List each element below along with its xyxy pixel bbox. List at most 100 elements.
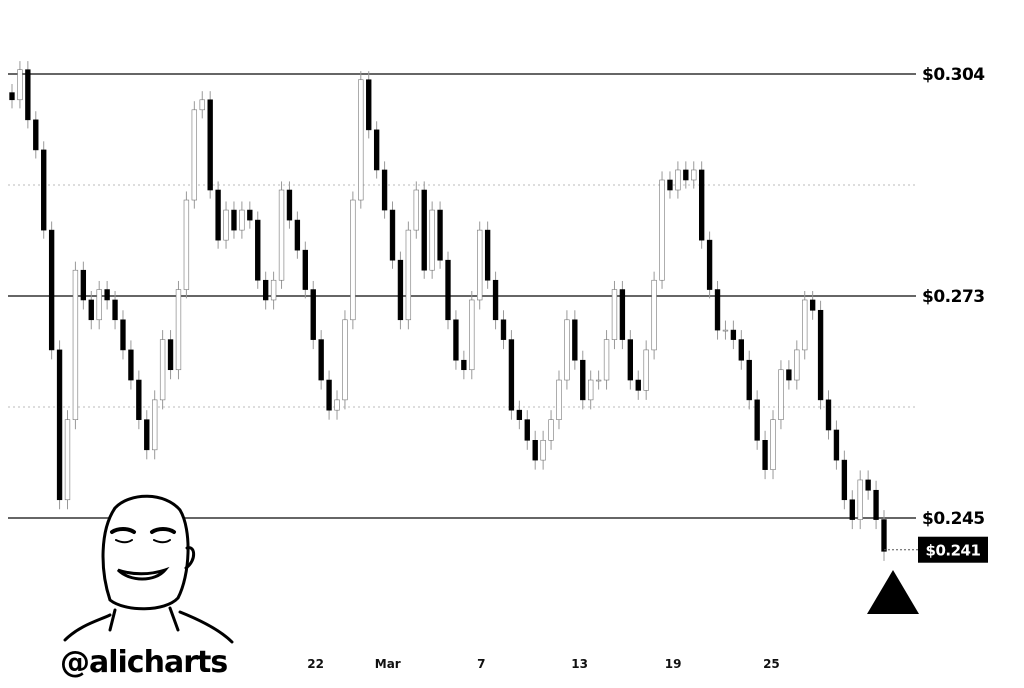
candle-body [405, 229, 412, 321]
candle-body [445, 259, 451, 321]
x-tick-label: 19 [665, 657, 682, 671]
candle-body [794, 349, 800, 381]
candle-body [302, 249, 308, 290]
candle-body [318, 339, 324, 381]
candle-body [326, 379, 332, 411]
candle-body [675, 169, 681, 191]
candle-body [770, 419, 776, 470]
candle-body [548, 419, 554, 441]
candle-body [152, 399, 158, 451]
x-tick-label: 22 [307, 657, 324, 671]
candle-body [350, 199, 356, 321]
current-price-badge [918, 536, 988, 563]
candle-body [754, 399, 760, 441]
candle-body [286, 189, 293, 221]
candle-body [802, 299, 808, 351]
candle-body [366, 79, 372, 131]
candle-body [389, 209, 396, 261]
candle-body [683, 169, 689, 181]
candle-body [247, 209, 253, 221]
candle-body [120, 319, 126, 351]
candle-body [207, 99, 213, 191]
candle-body [762, 439, 768, 470]
candle-body [809, 299, 816, 311]
candle-body [469, 299, 475, 371]
candle-body [223, 209, 229, 241]
candle-body [215, 189, 221, 241]
candle-body [572, 319, 578, 361]
candle-body [786, 369, 792, 381]
candle-body [262, 279, 269, 301]
candle-body [484, 229, 491, 281]
candle-body [17, 69, 23, 101]
candle-body [667, 179, 673, 191]
candle-body [611, 289, 618, 340]
candle-body [477, 229, 483, 301]
candle-body [437, 209, 443, 261]
candle-body [453, 319, 459, 361]
candle-body [56, 349, 63, 501]
candle-body [104, 289, 110, 301]
candle-body [540, 439, 546, 461]
level-label: $0.245 [922, 509, 985, 529]
candle-body [96, 289, 102, 321]
candle-body [651, 279, 657, 351]
candle-body [500, 319, 507, 340]
candle-body [191, 109, 198, 201]
candle-body [849, 499, 855, 520]
candle-body [643, 349, 649, 391]
candle-body [33, 119, 39, 151]
candle-body [588, 379, 594, 401]
candle-body [825, 399, 832, 431]
candle-body [516, 409, 523, 420]
candle-body [199, 99, 205, 111]
candle-body [136, 379, 142, 420]
candle-body [635, 379, 641, 391]
candle-body [730, 329, 737, 340]
candle-body [778, 369, 784, 420]
candle-body [873, 489, 879, 520]
candle-body [429, 209, 435, 271]
candle-body [659, 179, 665, 281]
candle-body [9, 92, 15, 101]
candle-body [48, 229, 55, 351]
candle-body [627, 339, 634, 381]
candle-body [80, 269, 87, 301]
candle-body [112, 299, 118, 321]
candle-body [841, 459, 848, 501]
candle-body [373, 129, 380, 171]
candle-body [857, 479, 863, 520]
candle-body [25, 69, 31, 121]
candle-body [556, 379, 562, 420]
candle-body [41, 149, 47, 231]
candle-body [144, 419, 150, 451]
candle-body [167, 339, 174, 371]
candle-body [128, 349, 134, 381]
candle-body [722, 329, 729, 332]
candle-body [492, 279, 499, 321]
candle-body [231, 209, 237, 231]
avatar-logo [63, 494, 234, 644]
x-tick-label: 13 [571, 657, 588, 671]
candle-body [239, 209, 245, 231]
candle-body [159, 339, 166, 401]
current-price-label: $0.241 [926, 542, 981, 560]
candle-body [270, 279, 277, 301]
candle-body [255, 219, 261, 281]
candle-body [580, 359, 586, 401]
candle-body [524, 419, 530, 441]
candle-body [64, 419, 71, 501]
candle-body [746, 359, 752, 401]
brand-handle: @alicharts [60, 645, 227, 680]
candle-body [603, 339, 610, 381]
candle-body [564, 319, 570, 381]
candle-body [72, 269, 79, 420]
candle-body [310, 289, 316, 340]
candle-body [358, 79, 364, 201]
candle-body [738, 339, 744, 361]
x-tick-label: Mar [375, 657, 401, 671]
candle-body [865, 479, 871, 491]
candle-body [342, 319, 348, 401]
candle-body [278, 189, 285, 281]
candle-body [698, 169, 705, 241]
